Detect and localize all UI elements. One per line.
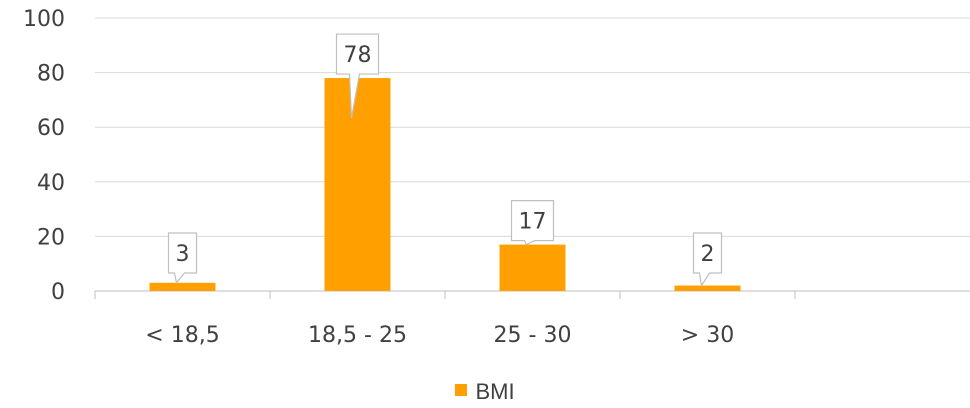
x-tick-label: > 30 <box>681 323 734 348</box>
bar <box>324 78 391 291</box>
data-label: 17 <box>519 210 547 235</box>
bar <box>674 285 741 291</box>
y-axis: 0 20 40 60 80 100 <box>23 7 65 305</box>
y-tick-label: 100 <box>23 7 65 32</box>
data-label-callout <box>510 199 555 246</box>
bar <box>149 282 216 291</box>
data-label: 3 <box>176 242 190 267</box>
data-label: 78 <box>344 43 372 68</box>
legend: BMI <box>0 378 970 405</box>
x-axis: < 18,5 18,5 - 25 25 - 30 > 30 <box>94 291 796 348</box>
data-label-callout <box>335 33 380 119</box>
bar <box>499 244 566 291</box>
x-tick-label: 25 - 30 <box>494 323 572 348</box>
legend-swatch <box>455 384 468 397</box>
y-tick-label: 80 <box>37 62 65 87</box>
y-tick-label: 60 <box>37 116 65 141</box>
y-tick-label: 0 <box>51 280 65 305</box>
legend-label-bmi: BMI <box>475 379 515 405</box>
y-tick-label: 40 <box>37 171 65 196</box>
data-label-callout <box>167 232 198 285</box>
data-label: 2 <box>701 242 715 267</box>
bars <box>149 78 741 291</box>
x-tick-label: < 18,5 <box>145 323 219 348</box>
gridlines <box>95 17 970 292</box>
data-label-callout <box>692 232 723 288</box>
y-tick-label: 20 <box>37 225 65 250</box>
x-tick-label: 18,5 - 25 <box>308 323 407 348</box>
data-labels: 3 78 17 2 <box>167 33 723 288</box>
